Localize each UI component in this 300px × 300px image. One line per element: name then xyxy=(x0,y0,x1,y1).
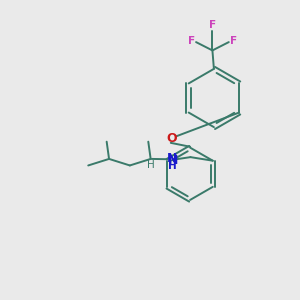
Text: N: N xyxy=(168,154,178,166)
Text: N: N xyxy=(167,152,177,165)
Text: F: F xyxy=(209,20,216,30)
Text: F: F xyxy=(188,36,195,46)
Text: H: H xyxy=(168,161,176,171)
Text: F: F xyxy=(230,36,237,46)
Text: H: H xyxy=(147,160,154,170)
Text: O: O xyxy=(166,132,177,145)
